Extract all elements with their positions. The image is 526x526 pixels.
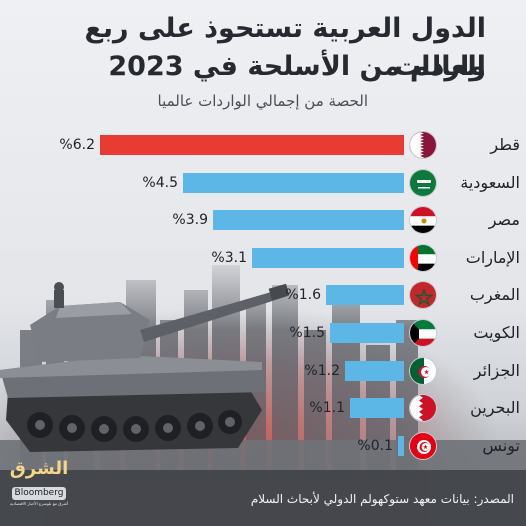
logo-tagline: أشرق مع بلومبرغ الأخبار الاقتصادية bbox=[9, 501, 69, 506]
country-label: السعودية bbox=[460, 172, 520, 192]
bar-value-label: %3.9 bbox=[172, 212, 208, 229]
bar-value-label: %1.5 bbox=[289, 325, 325, 341]
country-label: مصر bbox=[488, 210, 520, 230]
bar bbox=[345, 360, 404, 381]
bar bbox=[330, 323, 404, 343]
country-label: البحرين bbox=[470, 398, 520, 418]
chart-subtitle: الحصة من إجمالي الواردات عالميا bbox=[157, 92, 368, 110]
bar bbox=[326, 285, 404, 306]
bar-row: %3.9 مصر bbox=[0, 206, 526, 235]
source-note: المصدر: بيانات معهد ستوكهولم الدولي لأبح… bbox=[250, 492, 514, 506]
chart-title-line-1: الدول العربية تستحوذ على ربع واردات bbox=[84, 13, 486, 82]
morocco-flag-icon bbox=[409, 281, 437, 310]
bar-row: %1.1 البحرين bbox=[0, 394, 526, 423]
bar bbox=[100, 135, 404, 155]
asharq-bloomberg-logo: الشرق Bloomberg أشرق مع بلومبرغ الأخبار … bbox=[6, 458, 72, 514]
tunisia-flag-icon bbox=[409, 431, 437, 460]
bar-row: %1.5 الكويت bbox=[0, 319, 526, 347]
tank-illustration bbox=[0, 282, 290, 452]
country-label: قطر bbox=[490, 135, 520, 154]
bar-value-label: %1.1 bbox=[309, 400, 345, 417]
uae-flag-icon bbox=[409, 243, 437, 272]
logo-arabic-text: الشرق bbox=[9, 458, 69, 479]
saudi-flag-icon bbox=[409, 168, 437, 197]
bahrain-flag-icon bbox=[409, 394, 437, 423]
bar-value-label: %3.1 bbox=[211, 249, 247, 266]
bar-row: %1.2 الجزائر bbox=[0, 356, 526, 385]
bar-row: %3.1 الإمارات bbox=[0, 243, 526, 272]
bar-value-label: %1.6 bbox=[285, 287, 321, 304]
bar-row: %0.1 تونس bbox=[0, 431, 526, 460]
bar bbox=[398, 435, 404, 456]
chart-title-line-2: العالم من الأسلحة في 2023 bbox=[108, 51, 486, 82]
kuwait-flag-icon bbox=[409, 319, 437, 347]
bar-row: %6.2 قطر bbox=[0, 131, 526, 159]
algeria-flag-icon bbox=[409, 356, 437, 385]
bar bbox=[350, 398, 404, 419]
bar-value-label: %6.2 bbox=[59, 137, 95, 153]
country-label: تونس bbox=[482, 435, 520, 455]
bar bbox=[183, 172, 404, 193]
country-label: الجزائر bbox=[473, 360, 520, 380]
bar-row: %4.5 السعودية bbox=[0, 168, 526, 197]
bar-value-label: %0.1 bbox=[357, 437, 393, 454]
egypt-flag-icon bbox=[409, 206, 437, 235]
bar-value-label: %1.2 bbox=[304, 362, 340, 379]
logo-english-text: Bloomberg bbox=[11, 487, 67, 500]
country-label: الكويت bbox=[473, 323, 520, 342]
qatar-flag-icon bbox=[409, 131, 437, 159]
bar-value-label: %4.5 bbox=[142, 174, 178, 191]
country-label: الإمارات bbox=[465, 247, 520, 267]
bar bbox=[252, 247, 404, 268]
country-label: المغرب bbox=[469, 285, 520, 305]
bar bbox=[213, 210, 404, 231]
bar-row: %1.6 المغرب bbox=[0, 281, 526, 310]
